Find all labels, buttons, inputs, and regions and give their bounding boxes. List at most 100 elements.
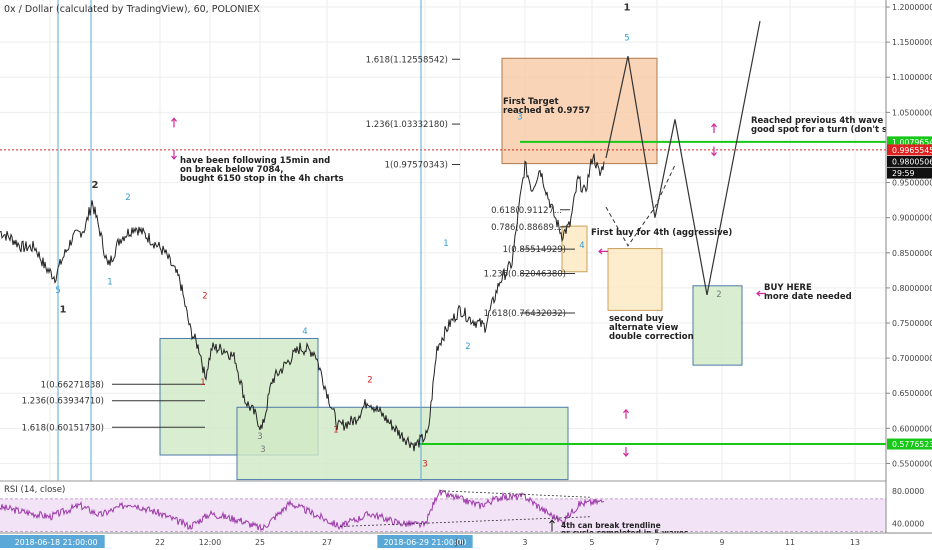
wave-label: 1 [333,426,338,436]
note-reached-4th: Reached previous 4th wave good spot for a… [751,116,910,135]
rsi-trendline [439,490,591,498]
rsi-trendline [339,516,591,527]
wave-label: 3 [257,432,262,442]
projection-paths [605,20,761,296]
rsi-title: RSI (14, close) [4,485,65,495]
wave-label: 2 [92,180,99,191]
price-tag [887,144,932,156]
time-axis-label: 7 [655,538,660,547]
price-tag-label: 0.57765232 [892,440,932,449]
fib-level-label: 1.236(0.63934710) [22,397,104,407]
fib-level-label: 0.786(0.88689... [491,223,562,233]
zone-yellow [607,248,663,311]
wave-label: 4 [302,327,307,337]
wave-label: 2 [202,291,207,301]
projection-alternate [605,164,676,247]
time-axis-label: 00 2018-06-18 21:00:00 [2,538,97,547]
note-second-buy: second buy alternate view double correctio… [609,314,694,342]
fibonacci-levels: 1.618(1.12558542) 1.236(1.03332180) 1(0.97… [22,55,575,433]
wave-label: 3 [517,112,522,122]
time-axis-highlight [0,535,105,548]
annotation-arrow-left [598,248,608,255]
annotations: First Target reached at 0.9757 have been f… [171,97,910,457]
wave-label: 4 [579,241,584,251]
note-stop-note: have been following 15min and on break be… [180,156,344,184]
wave-label: 3 [260,445,265,455]
price-axis-label: 0.55000000 [892,459,932,468]
time-axis-label: 5 [590,538,595,547]
wave-label: 2 [125,193,130,203]
rsi-axis-label: 40.0000 [892,519,924,528]
price-tag [887,438,932,450]
wave-label: 3 [422,459,427,469]
price-axis[interactable]: 1.20000000 1.15000000 1.10000000 1.05000000… [885,0,932,533]
time-axis-label: 27 [322,538,332,547]
wave-label: 2 [716,290,721,300]
wave-label: 5 [624,34,629,44]
annotation-arrow-down [623,447,629,457]
price-tag [887,136,932,148]
rsi-band [0,498,886,532]
zone-green [692,285,743,366]
price-tag-label: 29:59 [892,169,915,178]
fib-level-label: 1(0.85514929) [503,245,566,255]
note-first-buy: First buy for 4th (aggressive) [591,228,732,238]
rsi-note-arrow [549,519,555,532]
price-axis-label: 1.15000000 [892,38,932,47]
fib-level-label: 1.618(0.76432032) [484,309,566,319]
fib-level-label: 0.618(0.91127... [491,206,562,216]
projection-primary [605,20,761,296]
price-series [0,153,605,452]
time-axis-label: 13 [850,538,860,547]
time-axis[interactable]: 00:00 2018-06-100 2018-06-18 21:00:00221… [0,532,932,550]
annotation-arrow-up [623,408,629,419]
price-axis-label: 1.10000000 [892,73,932,82]
wave-label: 5 [55,286,60,296]
fib-level-label: 1(0.66271838) [41,380,104,390]
wave-label: 1 [60,304,67,315]
time-axis-label: 3 [523,538,528,547]
time-axis-label: 22 [155,538,165,547]
note-first-target: First Target reached at 0.9757 [503,97,590,116]
annotation-arrow-down [711,146,717,157]
wave-label: 1 [624,3,631,14]
time-axis-label: 12:00 [199,538,222,547]
wave-label: 1 [107,277,112,287]
fib-level-label: 1(0.97570343) [385,161,448,171]
annotation-arrow-up [711,123,717,133]
time-axis-label: 11 [785,538,795,547]
note-buy-here: BUY HERE more date needed [764,283,852,302]
annotation-arrow-down [171,149,177,160]
fib-level-label: 1.618(1.12558542) [366,55,448,65]
time-axis-label: 25 [255,538,265,547]
time-axis-highlight-lead [0,535,12,548]
price-axis-label: 1.20000000 [892,3,932,12]
time-axis-label: 2018-06-29 21:00:00 [384,538,467,547]
wave-label: 1 [443,239,448,249]
price-tag [887,155,932,167]
annotation-arrow-up [171,117,177,128]
fib-level-label: 1.618(0.60151730) [22,423,104,433]
fib-level-label: 1.236(0.82046380) [484,270,566,280]
price-line [0,153,605,452]
price-tag [887,167,932,179]
zone-layer [159,57,743,481]
rsi-line [0,489,605,532]
wave-label: 2 [367,376,372,386]
wave-label: 2 [465,342,470,352]
time-axis-label: Jul [454,538,464,547]
rsi-axis-label: 80.0000 [892,487,924,496]
fib-level-label: 1.236(1.03332180) [366,120,448,130]
time-axis-highlight [377,535,473,548]
